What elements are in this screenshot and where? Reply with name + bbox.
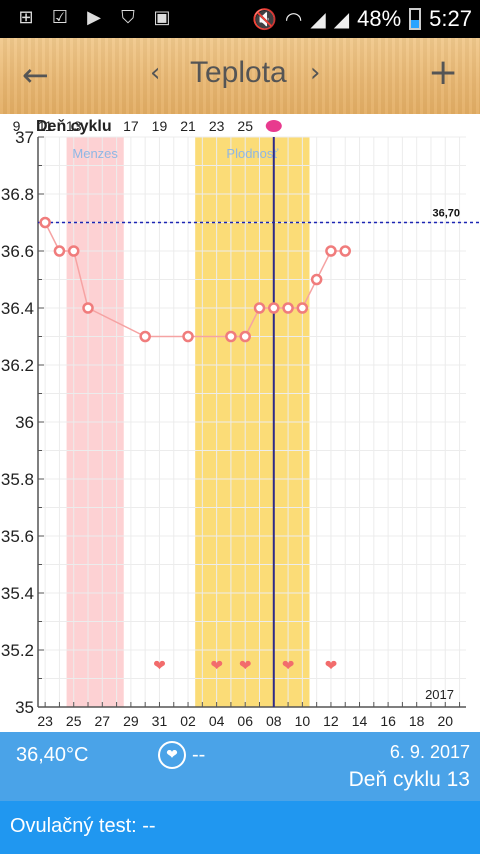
- arrow-left-icon[interactable]: ←: [22, 56, 49, 94]
- x-tick-label: 18: [409, 713, 425, 729]
- x-tick-label: 14: [352, 713, 368, 729]
- signal-x-icon: ◢: [333, 7, 350, 31]
- data-point: [39, 216, 51, 229]
- cycle-day-label: Deň cyklu 13: [348, 768, 470, 791]
- wifi-icon: ◠: [284, 7, 303, 31]
- data-point: [268, 302, 280, 314]
- x-tick-label: 25: [66, 713, 82, 729]
- shield-icon: ⛉: [121, 7, 135, 28]
- x-tick-label: 23: [37, 713, 53, 729]
- data-point: [239, 330, 251, 343]
- image-icon: ▣: [153, 7, 171, 28]
- x-tick-label: 08: [266, 713, 282, 729]
- data-point: [182, 330, 194, 343]
- status-bar: ⊞ ☑ ▶ ⛉ ▣ 🔇 ◠ ◢ ◢ 48% 5:27: [0, 0, 480, 38]
- x-tick-label: 29: [123, 713, 139, 729]
- data-point: [325, 245, 337, 257]
- top-tick-label: 21: [180, 118, 196, 134]
- y-tick-label: 35: [15, 698, 34, 717]
- heart-marker-icon: ❤: [282, 656, 295, 674]
- data-point: [310, 273, 323, 286]
- data-point: [296, 302, 309, 314]
- clock: 5:27: [429, 6, 472, 31]
- x-tick-label: 06: [237, 713, 253, 729]
- date-label: 6. 9. 2017: [389, 742, 470, 762]
- x-tick-label: 02: [180, 713, 196, 729]
- y-tick-label: 35.8: [1, 470, 34, 489]
- ovulation-test-bar[interactable]: Ovulačný test: --: [0, 801, 480, 854]
- top-tick-label: 13: [66, 118, 82, 134]
- top-tick-label: 9: [13, 118, 21, 134]
- y-tick-label: 36.2: [1, 356, 34, 375]
- y-tick-label: 35.2: [1, 641, 34, 660]
- x-tick-label: 27: [95, 713, 111, 729]
- top-tick-label: 23: [209, 118, 225, 134]
- battery-icon: [409, 8, 422, 30]
- top-axis-label: Deň cyklu: [36, 118, 112, 135]
- plus-box-icon: ⊞: [18, 7, 34, 28]
- youtube-icon: ▶: [87, 7, 101, 28]
- x-tick-label: 10: [295, 713, 311, 729]
- chevron-right-icon[interactable]: ›: [310, 58, 321, 88]
- band-label-1: Plodnosť: [226, 146, 278, 161]
- heart-icon[interactable]: ❤: [158, 741, 186, 769]
- mute-icon: 🔇: [251, 7, 277, 31]
- temperature-value: 36,40°C: [16, 744, 89, 766]
- y-tick-label: 36.4: [1, 299, 34, 318]
- y-tick-label: 35.4: [1, 584, 34, 603]
- y-tick-label: 37: [15, 128, 34, 147]
- data-point: [67, 245, 80, 257]
- x-tick-label: 20: [437, 713, 453, 729]
- top-tick-label: 17: [123, 118, 139, 134]
- y-tick-label: 36.8: [1, 185, 34, 204]
- year-label: 2017: [425, 687, 454, 702]
- signal-x-icon: ◢: [310, 7, 326, 31]
- chevron-left-icon[interactable]: ‹: [150, 58, 161, 88]
- x-tick-label: 04: [209, 713, 225, 729]
- top-tick-label: 19: [152, 118, 168, 134]
- data-point: [282, 302, 294, 314]
- data-point: [225, 330, 237, 343]
- temperature-chart[interactable]: Menzes Plodnosť 37 36.8 36.6 36.4 36.2 36 35.8 35…: [0, 114, 480, 732]
- ovulation-test-label: Ovulačný test: --: [10, 815, 156, 837]
- info-panel: 36,40°C ❤ -- 6. 9. 2017 Deň cyklu 13: [0, 732, 480, 801]
- data-point: [53, 245, 66, 257]
- page-title: Teplota: [190, 56, 287, 89]
- top-tick-label: 11: [38, 118, 53, 134]
- reference-line-label: 36,70: [432, 208, 460, 220]
- y-tick-label: 35.6: [1, 527, 34, 546]
- heart-marker-icon: ❤: [239, 656, 252, 674]
- plus-icon[interactable]: +: [428, 52, 459, 93]
- data-point: [139, 330, 151, 343]
- x-tick-label: 31: [152, 713, 168, 729]
- y-tick-label: 36.6: [1, 242, 34, 261]
- heart-marker-icon: ❤: [325, 656, 338, 674]
- heart-marker-icon: ❤: [153, 656, 166, 674]
- toolbar: ← ‹ Teplota › +: [0, 38, 480, 114]
- heart-value: --: [192, 744, 206, 766]
- data-point: [339, 245, 351, 257]
- x-tick-label: 12: [323, 713, 339, 729]
- y-tick-label: 36: [15, 413, 34, 432]
- data-point: [253, 302, 266, 314]
- heart-marker-icon: ❤: [210, 656, 223, 674]
- band-label-0: Menzes: [72, 146, 118, 161]
- top-tick-label: 25: [237, 118, 253, 134]
- battery-percent: 48%: [357, 6, 402, 31]
- check-list-icon: ☑: [51, 7, 69, 28]
- x-tick-label: 16: [380, 713, 396, 729]
- data-point: [82, 302, 94, 314]
- top-day-marker: [265, 120, 282, 132]
